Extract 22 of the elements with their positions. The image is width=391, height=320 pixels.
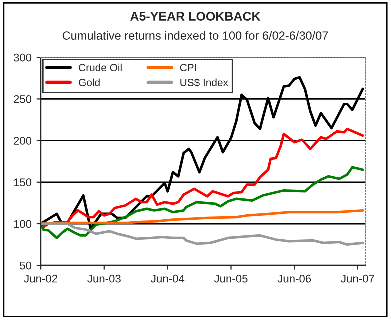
- line-series: [41, 209, 364, 226]
- legend-label: CPI: [180, 64, 196, 72]
- line-series: [41, 166, 364, 240]
- x-tick-label: Jun-03: [88, 274, 121, 283]
- y-tick-label: 250: [14, 95, 32, 104]
- x-tick-label: Jun-07: [341, 274, 374, 283]
- legend-label: US$ Index: [180, 78, 228, 88]
- line-series: [41, 128, 364, 229]
- x-tick-label: Jun-02: [24, 274, 58, 283]
- x-tick-label: Jun-04: [151, 274, 185, 283]
- y-tick-label: 100: [14, 220, 32, 228]
- legend-label: Crude Oil: [79, 64, 122, 72]
- x-tick-label: Jun-06: [278, 274, 312, 283]
- y-tick-label: 300: [14, 54, 32, 62]
- y-tick-label: 50: [20, 262, 32, 270]
- chart-subtitle: Cumulative returns indexed to 100 for 6/02-6/30/07: [62, 31, 328, 40]
- line-series: [41, 222, 364, 246]
- y-tick-label: 200: [14, 137, 32, 145]
- y-tick-label: 150: [14, 178, 32, 187]
- legend-label: Gold: [79, 78, 100, 86]
- x-tick-label: Jun-05: [214, 274, 248, 283]
- chart-title: A5-YEAR LOOKBACK: [130, 12, 261, 21]
